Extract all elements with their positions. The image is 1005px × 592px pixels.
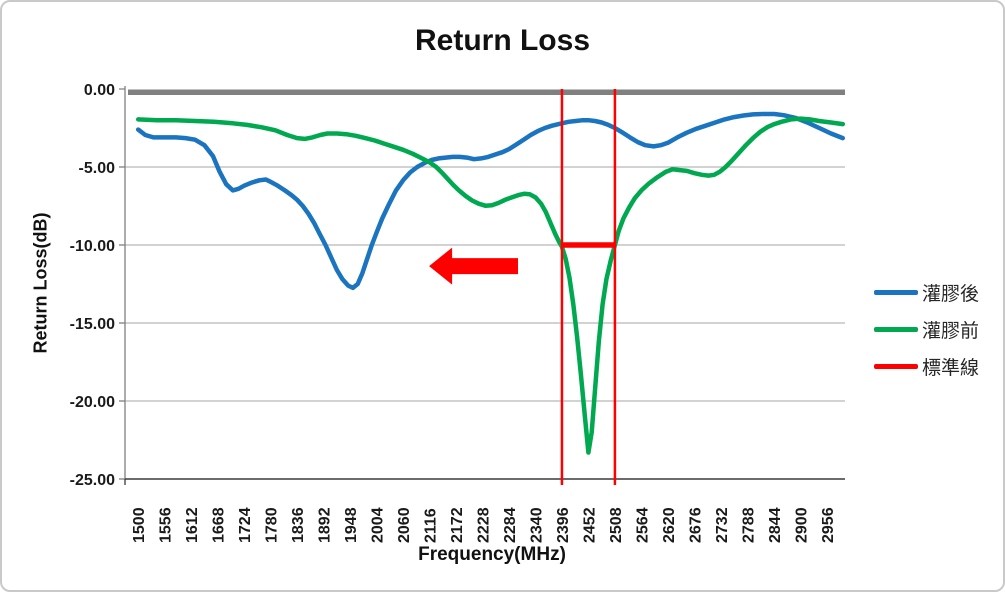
legend-label-standard-line: 標準線 [922,358,980,379]
y-tick-label: 0.00 [84,82,115,99]
x-tick-label: 2508 [608,507,625,543]
y-tick-label: -20.00 [70,394,115,411]
x-axis-title: Frequency(MHz) [418,544,566,565]
legend-item-before-potting: 灌膠前 [874,311,979,348]
x-tick-label: 2956 [820,507,837,543]
x-tick-label: 2116 [423,508,440,543]
legend-swatch-before-potting-icon [874,327,918,332]
x-tick-label: 2620 [661,507,678,543]
x-tick-label: 2732 [714,507,731,543]
x-tick-label: 2564 [634,507,651,543]
legend-label-before-potting: 灌膠前 [922,321,980,342]
x-tick-label: 2676 [687,507,704,543]
legend-swatch-standard-line-icon [874,364,918,369]
series-before-potting-line [135,116,846,455]
x-tick-label: 2172 [449,507,466,543]
chart-title: Return Loss [414,24,591,57]
legend-item-standard-line: 標準線 [874,348,979,385]
y-tick-label: -10.00 [70,238,115,255]
y-tick-label: -15.00 [70,316,115,333]
x-tick-label: 1500 [131,507,148,543]
x-tick-label: 2396 [555,507,572,543]
legend-swatch-after-potting-icon [874,290,918,295]
legend-label-after-potting: 灌膠後 [922,284,980,305]
x-tick-label: 1668 [211,507,228,543]
x-tick-label: 2452 [581,507,598,543]
series-after-potting-line [135,111,846,291]
x-tick-label: 2844 [767,507,784,543]
x-tick-label: 2284 [502,507,519,543]
x-tick-label: 2228 [476,507,493,543]
x-tick-label: 2340 [529,507,546,543]
legend: 灌膠後 灌膠前 標準線 [874,274,979,385]
x-tick-label: 1836 [290,507,307,543]
x-tick-label: 2004 [370,507,387,543]
x-tick-label: 1948 [343,507,360,543]
y-tick-label: -25.00 [70,472,115,489]
y-tick-label: -5.00 [79,160,116,177]
y-axis-title: Return Loss(dB) [30,212,51,354]
legend-item-after-potting: 灌膠後 [874,274,979,311]
x-tick-label: 2900 [793,507,810,543]
x-tick-label: 1724 [237,507,254,543]
zero-level-bar [128,89,845,95]
x-tick-label: 2060 [396,507,413,543]
x-tick-label: 1892 [317,507,334,543]
x-tick-label: 1612 [184,507,201,543]
x-tick-label: 2788 [740,507,757,543]
left-arrow-icon [429,247,518,285]
x-tick-label: 1780 [264,507,281,543]
x-tick-label: 1556 [158,507,175,543]
